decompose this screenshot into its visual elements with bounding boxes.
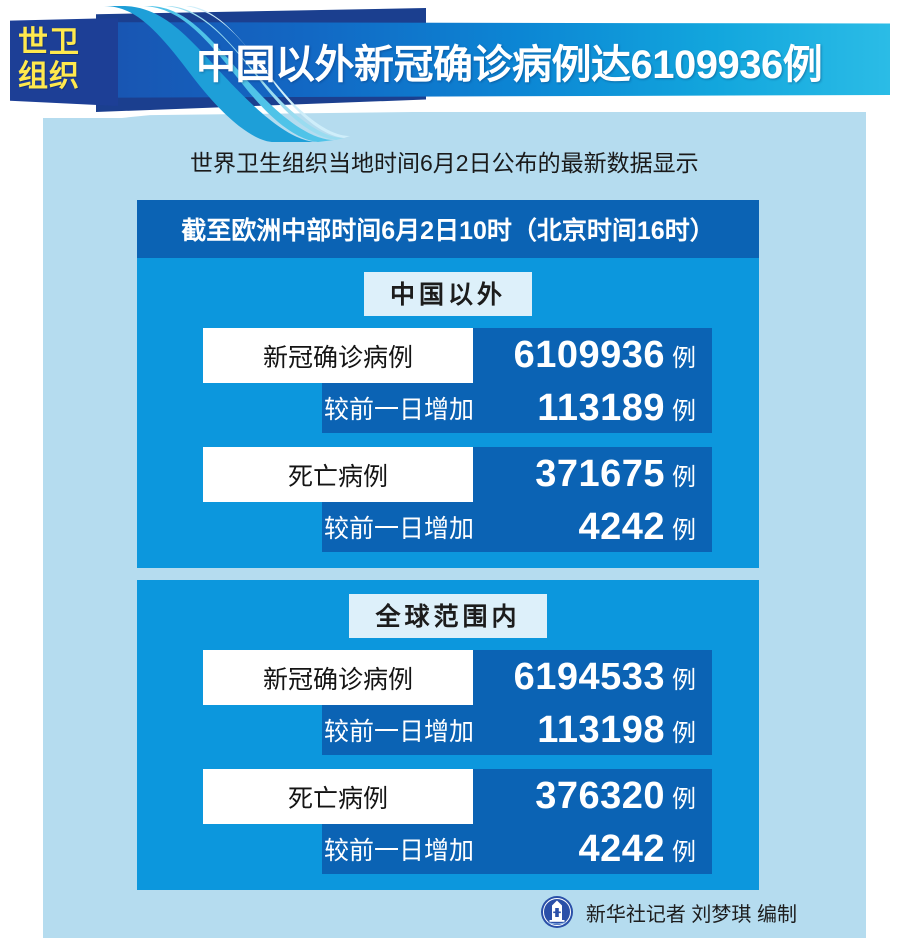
data-row-main: 新冠确诊病例 6109936 例 [203, 328, 712, 383]
data-row-sub: 较前一日增加 113198 例 [322, 705, 712, 755]
row-value-unit: 例 [672, 838, 696, 866]
row-value-cell: 113189 例 [474, 383, 712, 433]
data-row-main: 新冠确诊病例 6194533 例 [203, 650, 712, 705]
data-card: 截至欧洲中部时间6月2日10时（北京时间16时） 中国以外 新冠确诊病例 610… [137, 200, 759, 890]
row-value-number: 4242 [578, 505, 665, 548]
xinhua-agency-logo-icon [540, 895, 574, 929]
scope-label: 中国以外 [363, 272, 532, 316]
row-value-cell: 4242 例 [474, 502, 712, 552]
row-value-number: 371675 [535, 453, 665, 495]
data-row-main: 死亡病例 371675 例 [203, 447, 712, 502]
row-label: 较前一日增加 [323, 837, 474, 865]
card-header-timestamp: 截至欧洲中部时间6月2日10时（北京时间16时） [137, 200, 759, 258]
row-value-number: 376320 [535, 775, 665, 817]
row-label: 较前一日增加 [323, 515, 474, 543]
data-row-sub: 较前一日增加 4242 例 [322, 502, 712, 552]
row-value-unit: 例 [672, 719, 696, 747]
row-value-cell: 113198 例 [474, 705, 712, 755]
data-row-main: 死亡病例 376320 例 [203, 769, 712, 824]
row-label: 较前一日增加 [323, 718, 474, 746]
row-value-number: 4242 [578, 827, 665, 870]
row-label: 死亡病例 [203, 769, 473, 824]
ribbon-swoosh-decoration [104, 6, 354, 142]
row-value-number: 113198 [537, 708, 665, 751]
data-rows: 新冠确诊病例 6109936 例 较前一日增加 113189 例 死亡病例 [137, 328, 759, 552]
row-label: 较前一日增加 [323, 396, 474, 424]
data-block: 全球范围内 新冠确诊病例 6194533 例 较前一日增加 113198 例 [137, 580, 759, 890]
data-row-sub: 较前一日增加 4242 例 [322, 824, 712, 874]
row-value-unit: 例 [672, 397, 696, 425]
header-ribbon: 世卫组织 中国以外新冠确诊病例达6109936例 [0, 0, 900, 142]
who-badge-shape [10, 18, 118, 106]
scope-label: 全球范围内 [349, 594, 547, 638]
row-value-number: 6109936 [513, 334, 665, 376]
row-value-cell: 6194533 例 [473, 650, 712, 705]
data-rows: 新冠确诊病例 6194533 例 较前一日增加 113198 例 死亡病例 [137, 650, 759, 874]
scope-pill-wrap: 中国以外 [137, 272, 759, 316]
footer-credit: 新华社记者 刘梦琪 编制 [585, 903, 797, 926]
row-value-unit: 例 [672, 345, 696, 372]
data-row-sub: 较前一日增加 113189 例 [322, 383, 712, 433]
row-value-cell: 6109936 例 [473, 328, 712, 383]
row-value-number: 113189 [537, 386, 665, 429]
row-value-number: 6194533 [513, 656, 665, 698]
who-badge-label: 世卫组织 [18, 26, 80, 93]
row-value-unit: 例 [672, 786, 696, 813]
row-value-unit: 例 [672, 516, 696, 544]
row-value-unit: 例 [672, 464, 696, 491]
page-title: 中国以外新冠确诊病例达6109936例 [196, 43, 823, 87]
row-label: 新冠确诊病例 [203, 650, 473, 705]
row-value-cell: 371675 例 [473, 447, 712, 502]
row-value-cell: 4242 例 [474, 824, 712, 874]
row-label: 新冠确诊病例 [203, 328, 473, 383]
row-value-unit: 例 [672, 667, 696, 694]
row-value-cell: 376320 例 [473, 769, 712, 824]
scope-pill-wrap: 全球范围内 [137, 594, 759, 638]
row-label: 死亡病例 [203, 447, 473, 502]
footer: 新华社记者 刘梦琪 编制 [137, 892, 797, 932]
data-block: 中国以外 新冠确诊病例 6109936 例 较前一日增加 113189 例 [137, 258, 759, 568]
ribbon-banner-shape [10, 22, 890, 98]
lead-sentence: 世界卫生组织当地时间6月2日公布的最新数据显示 [190, 150, 699, 176]
